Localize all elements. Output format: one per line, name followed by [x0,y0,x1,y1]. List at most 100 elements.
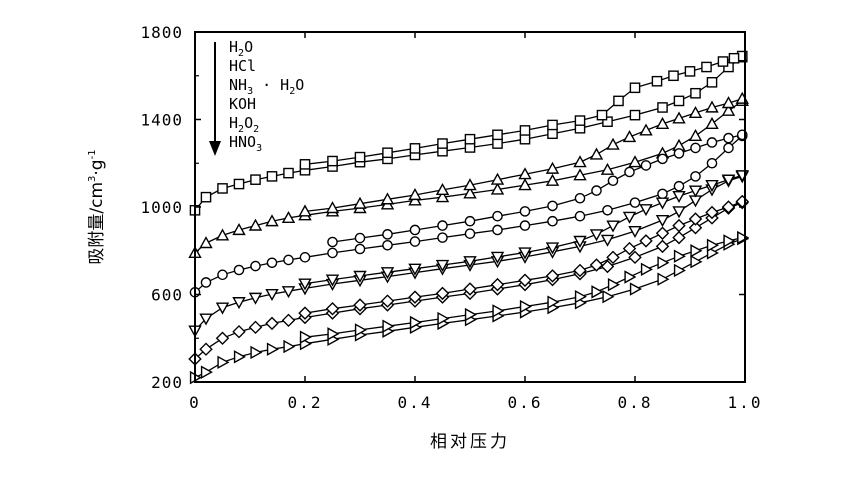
circle-marker [723,132,734,144]
triangle-right-marker [723,234,736,248]
triangle-right-marker [217,355,230,370]
triangle-up-marker [325,201,340,214]
circle-marker [354,243,366,255]
triangle-up-marker [518,167,532,180]
diamond-marker [380,294,395,308]
triangle-down-marker [655,215,670,228]
square-marker [519,125,531,136]
diamond-marker [463,282,477,296]
circle-marker [706,157,718,169]
triangle-right-marker [657,272,670,286]
triangle-right-marker [464,307,477,322]
circle-marker [519,206,531,217]
triangle-down-marker [672,190,686,204]
triangle-up-marker [688,105,703,119]
square-marker [668,70,679,82]
diamond-marker [589,258,604,272]
triangle-up-marker [639,123,653,136]
triangle-right-marker [233,350,246,364]
circle-marker [657,153,668,165]
triangle-down-marker [655,197,670,210]
square-marker [728,52,740,64]
diamond-marker [639,234,653,248]
triangle-up-marker [408,188,422,201]
square-marker [283,167,294,179]
y-tick-label: 1800 [140,23,183,42]
triangle-up-marker [199,236,213,249]
circle-marker [629,197,641,208]
triangle-up-marker [600,162,615,175]
diamond-marker [705,205,719,220]
triangle-right-marker [629,282,642,296]
diamond-marker [672,230,686,245]
square-marker [200,191,212,203]
triangle-up-marker [573,155,587,168]
triangle-up-marker [705,100,719,113]
diamond-marker [545,269,560,283]
y-axis-title: 吸附量/cm3·g-1 [87,149,107,264]
triangle-down-marker [545,242,560,255]
diamond-marker [232,324,246,339]
triangle-right-marker [706,238,719,252]
x-axis-title: 相对压力 [430,432,510,452]
diamond-marker [655,226,670,240]
square-marker [299,159,311,170]
circle-marker [250,260,261,272]
circle-marker [327,236,338,248]
triangle-down-marker [325,274,340,287]
triangle-up-marker [545,173,560,186]
square-marker [492,138,503,149]
square-marker [673,95,685,107]
diamond-marker [606,250,620,265]
diamond-marker [600,259,615,274]
square-marker [723,61,734,73]
circle-marker [706,137,718,148]
triangle-right-marker [574,289,587,304]
triangle-down-marker [199,313,213,326]
square-marker [233,178,245,190]
square-marker [492,129,503,141]
triangle-up-marker [573,168,587,181]
triangle-right-marker [547,295,560,309]
diamond-marker [688,212,703,226]
diamond-marker [298,306,312,320]
circle-marker [492,210,503,222]
triangle-right-marker [409,315,422,330]
diamond-marker [672,218,686,233]
circle-marker [283,254,294,266]
triangle-right-marker [382,319,395,333]
triangle-down-marker [281,286,296,299]
y-tick-label: 1400 [140,111,183,130]
triangle-right-marker [327,327,340,341]
series-koh [188,170,749,338]
square-marker [596,109,608,121]
circle-marker [673,148,685,159]
diamond-marker [265,316,279,331]
circle-marker [723,142,734,154]
square-marker [266,171,278,182]
x-tick-label: 0.8 [618,393,653,412]
circle-marker [690,142,701,154]
triangle-right-marker [657,256,670,270]
triangle-down-marker [215,302,230,315]
triangle-right-marker [266,342,279,356]
circle-marker [591,185,602,196]
triangle-right-marker [673,249,686,263]
triangle-right-marker [690,254,703,269]
triangle-right-marker [299,330,312,344]
triangle-up-marker [490,182,505,195]
triangle-up-marker [628,155,642,168]
triangle-right-marker [624,270,637,284]
diamond-marker [518,273,532,288]
circle-marker [673,180,685,192]
square-marker [547,119,558,131]
triangle-up-marker [248,218,263,231]
triangle-up-marker [721,103,736,116]
square-marker [602,116,613,127]
triangle-down-marker [573,235,587,248]
diamond-marker [655,239,670,254]
series-h2o2 [188,194,749,366]
diamond-marker [199,342,213,356]
square-marker [684,66,696,77]
